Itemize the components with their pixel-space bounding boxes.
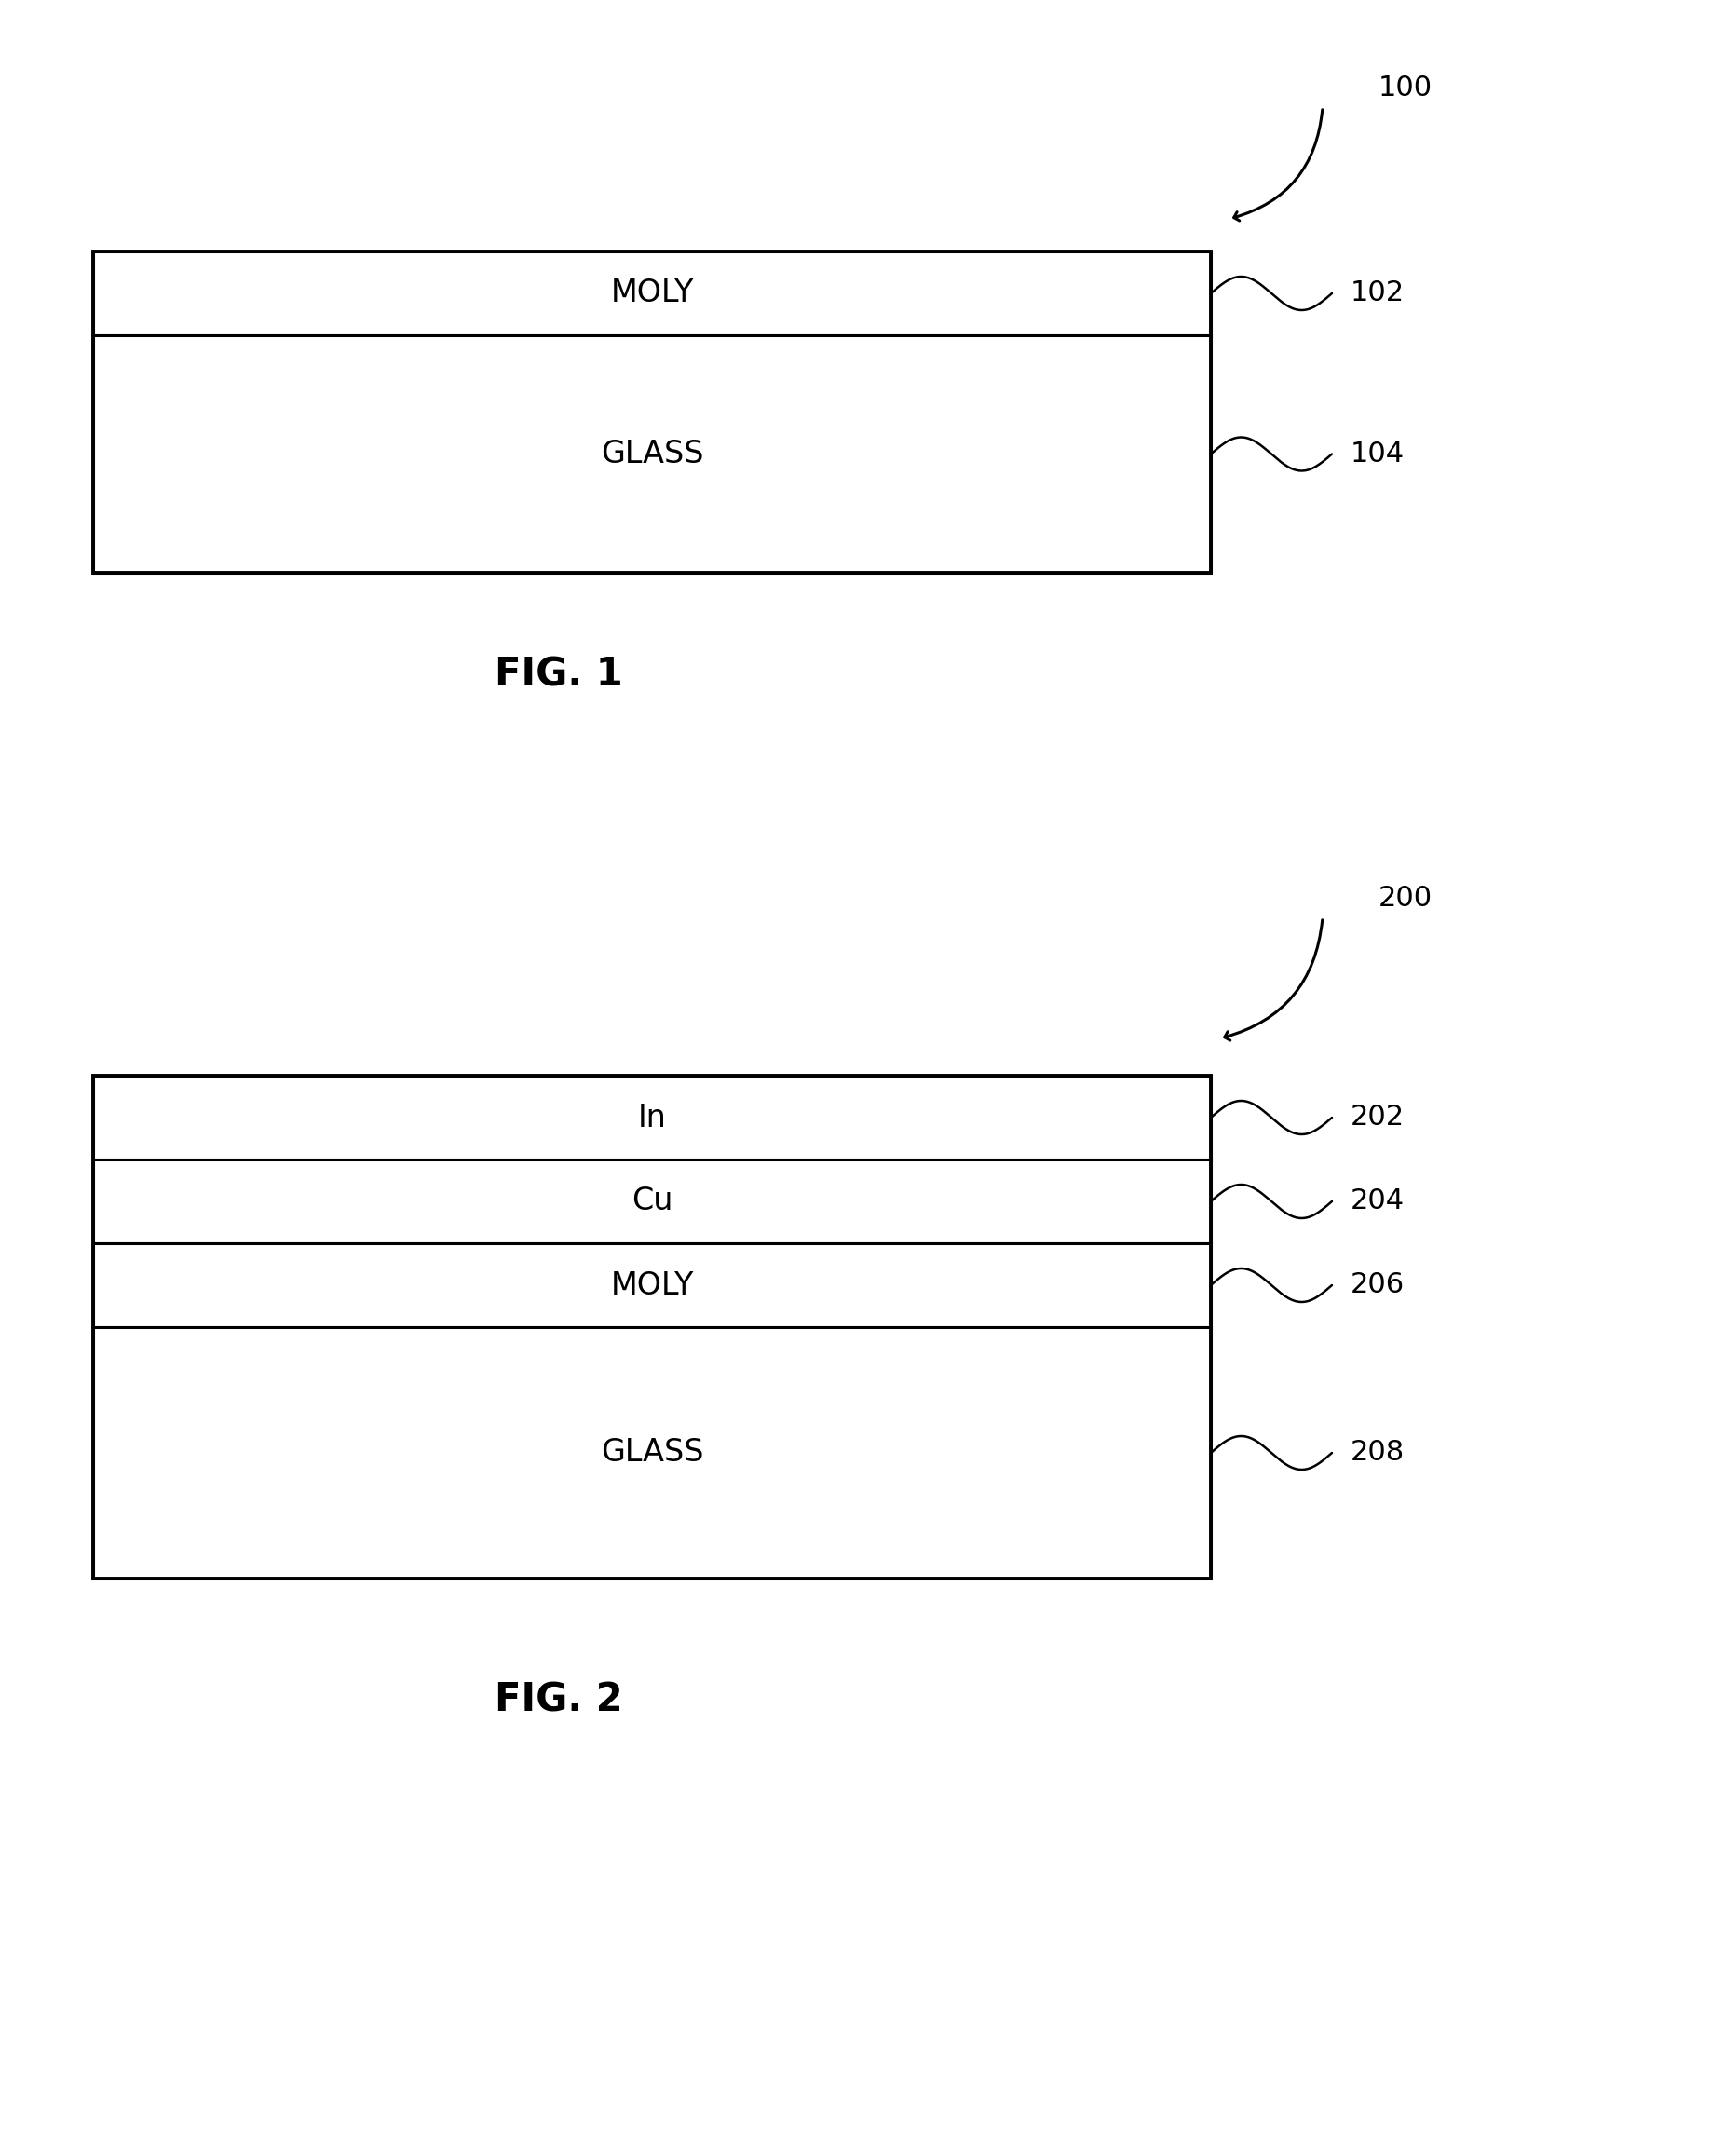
Bar <box>93 1076 1211 1578</box>
Bar <box>93 1328 1211 1578</box>
Text: MOLY: MOLY <box>611 1270 693 1300</box>
Bar <box>93 1160 1211 1244</box>
Text: MOLY: MOLY <box>611 278 693 308</box>
Text: 104: 104 <box>1351 440 1404 468</box>
Bar <box>93 252 1211 573</box>
Bar <box>93 1076 1211 1160</box>
Text: 100: 100 <box>1378 75 1433 101</box>
Text: 206: 206 <box>1351 1272 1404 1298</box>
Text: GLASS: GLASS <box>600 1438 704 1468</box>
Text: GLASS: GLASS <box>600 438 704 470</box>
Text: 200: 200 <box>1378 886 1433 912</box>
Text: 204: 204 <box>1351 1188 1404 1214</box>
Text: Cu: Cu <box>631 1186 673 1216</box>
Bar <box>93 336 1211 573</box>
Text: 202: 202 <box>1351 1104 1404 1132</box>
Text: 102: 102 <box>1351 280 1404 306</box>
Text: 208: 208 <box>1351 1440 1404 1466</box>
Bar <box>93 1244 1211 1328</box>
Text: In: In <box>638 1102 666 1132</box>
Text: FIG. 2: FIG. 2 <box>495 1680 623 1718</box>
Bar <box>93 252 1211 336</box>
Text: FIG. 1: FIG. 1 <box>495 655 623 694</box>
